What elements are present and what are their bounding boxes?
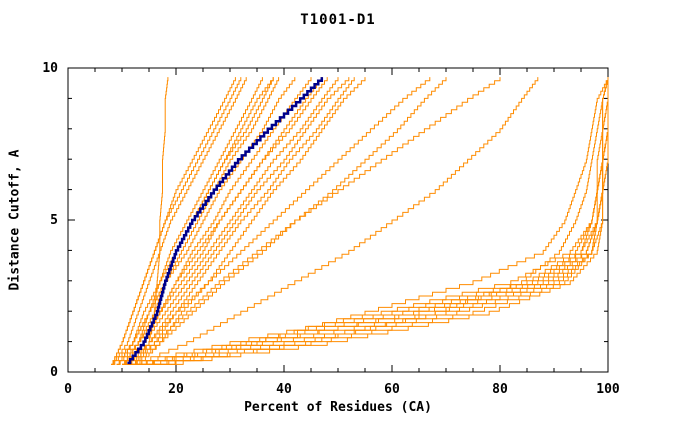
model-curve bbox=[132, 77, 609, 365]
model-curve bbox=[122, 77, 431, 365]
x-tick-label: 0 bbox=[64, 382, 72, 397]
y-axis-label: Distance Cutoff, A bbox=[7, 149, 23, 291]
model-curve bbox=[149, 77, 609, 365]
model-curve bbox=[122, 77, 339, 365]
x-tick-label: 20 bbox=[168, 382, 184, 397]
y-tick-label: 10 bbox=[42, 61, 58, 76]
x-axis-label: Percent of Residues (CA) bbox=[244, 400, 432, 415]
y-tick-label: 5 bbox=[50, 213, 58, 228]
model-curve bbox=[154, 77, 609, 365]
model-curve bbox=[127, 77, 609, 365]
model-curve bbox=[122, 77, 280, 365]
model-curve bbox=[143, 77, 609, 365]
model-curve bbox=[127, 77, 609, 365]
chart-title: T1001-D1 bbox=[300, 12, 376, 28]
x-tick-label: 100 bbox=[596, 382, 620, 397]
model-curve bbox=[132, 77, 447, 365]
x-tick-label: 60 bbox=[384, 382, 400, 397]
model-curve bbox=[111, 77, 236, 365]
model-curve bbox=[127, 77, 350, 365]
model-curve bbox=[132, 77, 609, 365]
y-tick-label: 0 bbox=[50, 365, 58, 380]
model-curve bbox=[111, 77, 247, 365]
model-curve bbox=[132, 77, 355, 365]
model-curve bbox=[122, 77, 328, 365]
x-tick-label: 40 bbox=[276, 382, 292, 397]
model-curve bbox=[132, 77, 539, 365]
highlighted-model-curve bbox=[127, 77, 324, 365]
model-curve bbox=[138, 77, 609, 365]
model-curve bbox=[116, 77, 263, 365]
x-tick-label: 80 bbox=[492, 382, 508, 397]
model-curve bbox=[138, 77, 366, 365]
model-curve bbox=[127, 77, 501, 365]
model-curve bbox=[132, 77, 609, 365]
model-curve bbox=[111, 77, 296, 365]
